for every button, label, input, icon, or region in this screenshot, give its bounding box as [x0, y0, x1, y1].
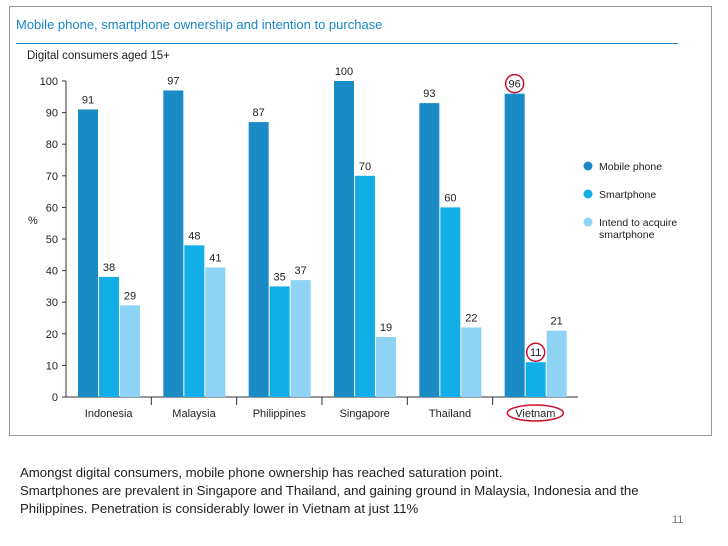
y-tick-label: 60	[46, 202, 58, 214]
page-number: 11	[672, 514, 684, 526]
legend-marker	[583, 161, 593, 171]
y-tick-label: 0	[52, 392, 58, 404]
data-label: 70	[359, 161, 371, 173]
x-category-label: Singapore	[340, 408, 390, 420]
caption-line: Philippines. Penetration is considerably…	[20, 501, 419, 516]
data-label: 21	[551, 316, 563, 328]
x-category-label: Philippines	[253, 408, 307, 420]
highlight-ellipse	[506, 404, 565, 422]
bar-smartphone-malaysia	[184, 245, 205, 397]
y-tick-label: 90	[46, 108, 58, 120]
bar-smartphone-singapore	[355, 175, 375, 397]
bar-smartphone-thailand	[440, 207, 461, 397]
data-label: 29	[124, 290, 136, 302]
bar-mobile-phone-thailand	[419, 103, 440, 398]
y-tick-label: 40	[46, 266, 58, 278]
data-label: 19	[380, 322, 392, 334]
data-label: 48	[188, 230, 200, 242]
data-label: 22	[465, 312, 477, 324]
bar-smartphone-philippines	[269, 286, 290, 397]
bar-intend-to-acquire-smartphone-thailand	[461, 327, 482, 397]
data-label: 96	[509, 79, 521, 91]
data-label: 11	[530, 347, 541, 359]
bar-mobile-phone-indonesia	[78, 109, 98, 397]
x-category-label: Malaysia	[172, 408, 216, 420]
data-label: 91	[82, 94, 94, 106]
bar-mobile-phone-malaysia	[163, 90, 184, 397]
bar-intend-to-acquire-smartphone-singapore	[376, 336, 396, 397]
bar-smartphone-vietnam	[525, 362, 546, 397]
x-category-label: Indonesia	[85, 408, 134, 420]
bar-intend-to-acquire-smartphone-malaysia	[205, 267, 226, 397]
x-category-label: Thailand	[429, 408, 471, 420]
y-axis-label: %	[28, 215, 38, 227]
y-tick-label: 100	[40, 76, 58, 88]
legend-marker	[583, 189, 593, 199]
highlight-circle	[504, 73, 525, 94]
y-tick-label: 80	[46, 139, 58, 151]
bar-intend-to-acquire-smartphone-indonesia	[120, 305, 140, 397]
bar-intend-to-acquire-smartphone-philippines	[290, 280, 311, 397]
legend-marker	[583, 217, 593, 227]
bar-intend-to-acquire-smartphone-vietnam	[546, 330, 567, 397]
caption-line: Amongst digital consumers, mobile phone …	[20, 465, 503, 480]
chart-subtitle: Digital consumers aged 15+	[27, 50, 170, 62]
data-label: 93	[423, 88, 435, 100]
data-label: 87	[253, 107, 265, 119]
y-tick-label: 20	[46, 329, 58, 341]
data-label: 100	[335, 66, 353, 78]
x-category-label: Vietnam	[515, 408, 555, 420]
legend-entry: Mobile phone	[599, 161, 662, 173]
data-label: 97	[167, 75, 179, 87]
legend-entry: Intend to acquire smartphone	[599, 217, 677, 241]
y-tick-label: 50	[46, 234, 58, 246]
highlight-circle	[525, 342, 546, 362]
data-label: 35	[274, 271, 286, 283]
title-divider	[16, 43, 678, 44]
y-tick-label: 30	[46, 297, 58, 309]
slide-caption: Amongst digital consumers, mobile phone …	[20, 464, 720, 518]
data-label: 60	[444, 192, 456, 204]
bar-mobile-phone-singapore	[334, 81, 354, 397]
data-label: 41	[209, 252, 221, 264]
bar-smartphone-indonesia	[99, 276, 119, 397]
caption-line: Smartphones are prevalent in Singapore a…	[20, 483, 639, 498]
y-tick-label: 10	[46, 360, 58, 372]
chart-title: Mobile phone, smartphone ownership and i…	[16, 17, 383, 32]
y-tick-label: 70	[46, 171, 58, 183]
data-label: 38	[103, 262, 115, 274]
data-label: 37	[295, 265, 307, 277]
bar-mobile-phone-philippines	[248, 122, 269, 397]
legend-entry: Smartphone	[599, 189, 656, 201]
bar-mobile-phone-vietnam	[504, 93, 525, 397]
